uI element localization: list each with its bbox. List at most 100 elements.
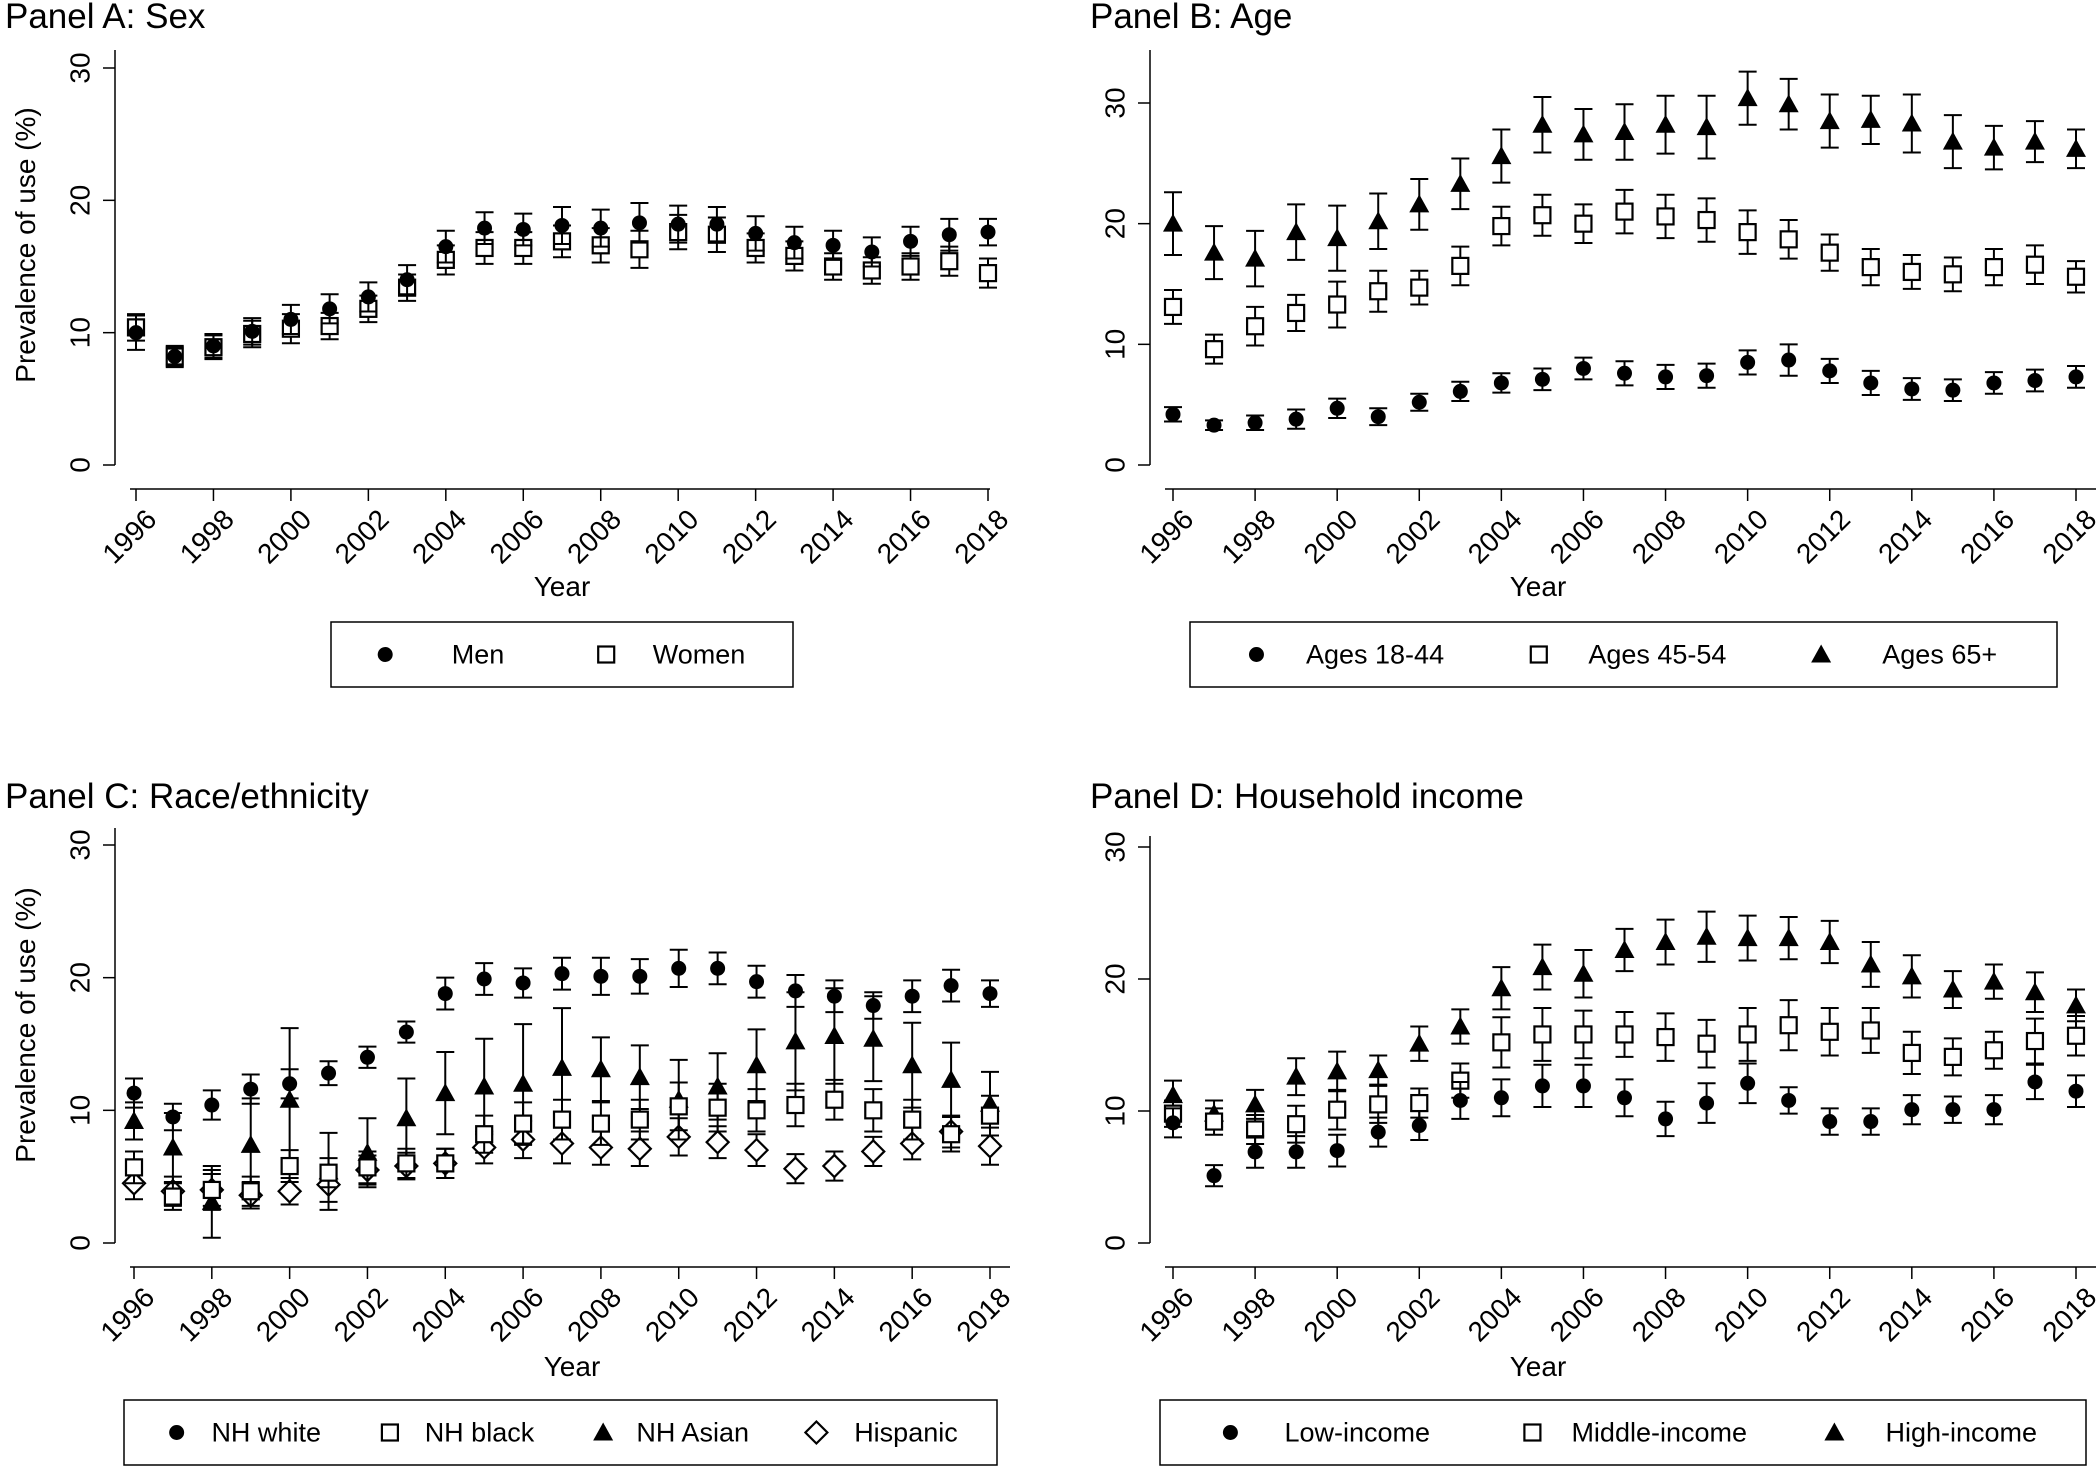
data-point bbox=[1370, 409, 1386, 425]
panel-title: Panel B: Age bbox=[1090, 0, 1292, 36]
data-point bbox=[1863, 375, 1879, 391]
data-point bbox=[1819, 111, 1840, 130]
data-point bbox=[980, 1106, 1000, 1125]
y-tick-label: 0 bbox=[65, 457, 96, 473]
data-point bbox=[1534, 371, 1550, 387]
data-point bbox=[1247, 415, 1263, 431]
data-point bbox=[124, 1110, 144, 1129]
data-point bbox=[1492, 216, 1511, 236]
data-point bbox=[1327, 1061, 1348, 1080]
data-point bbox=[165, 1109, 181, 1125]
data-point bbox=[1820, 243, 1839, 262]
data-point bbox=[240, 1134, 261, 1153]
data-point bbox=[396, 1108, 417, 1127]
data-point bbox=[782, 1156, 809, 1182]
data-point bbox=[1452, 383, 1468, 399]
data-point bbox=[283, 311, 299, 327]
series-low-income bbox=[1164, 1062, 2085, 1188]
series-ages-45-54 bbox=[1163, 188, 2086, 365]
data-point bbox=[1165, 406, 1181, 422]
data-point bbox=[1901, 966, 1922, 985]
x-tick-label: 2018 bbox=[2036, 503, 2100, 569]
data-point bbox=[1165, 1115, 1181, 1131]
data-point bbox=[2066, 1026, 2086, 1045]
data-point bbox=[280, 1156, 299, 1176]
data-point bbox=[319, 1163, 338, 1182]
x-tick-label: 2006 bbox=[484, 1281, 550, 1347]
data-point bbox=[1942, 979, 1963, 998]
data-point bbox=[1204, 1112, 1224, 1131]
data-point bbox=[1245, 317, 1265, 336]
data-point bbox=[748, 225, 764, 241]
data-point bbox=[746, 1055, 767, 1074]
y-tick-label: 30 bbox=[65, 829, 96, 860]
data-point bbox=[1493, 1090, 1509, 1106]
legend-marker bbox=[803, 1419, 829, 1446]
data-point bbox=[1983, 137, 2004, 156]
data-point bbox=[1287, 1115, 1306, 1134]
data-point bbox=[1945, 1102, 1961, 1118]
data-point bbox=[1287, 303, 1306, 323]
data-point bbox=[552, 1110, 572, 1129]
x-tick-label: 2014 bbox=[1872, 1281, 1938, 1347]
x-tick-label: 2008 bbox=[561, 503, 627, 569]
x-tick-label: 2014 bbox=[795, 1281, 861, 1347]
data-point bbox=[1204, 242, 1225, 261]
data-point bbox=[1614, 939, 1635, 958]
data-point bbox=[1204, 340, 1224, 359]
data-point bbox=[2025, 1031, 2045, 1051]
data-point bbox=[941, 1125, 961, 1144]
data-point bbox=[1409, 194, 1430, 213]
data-point bbox=[1779, 1016, 1798, 1035]
legend-marker bbox=[169, 1425, 185, 1440]
x-tick-label: 2012 bbox=[717, 1281, 783, 1347]
data-point bbox=[1779, 230, 1798, 249]
data-point bbox=[2025, 255, 2045, 274]
y-tick-label: 30 bbox=[1100, 831, 1131, 862]
data-point bbox=[1986, 375, 2002, 391]
y-tick-label: 20 bbox=[1100, 963, 1131, 994]
data-point bbox=[1409, 1033, 1430, 1052]
panel-title: Panel C: Race/ethnicity bbox=[5, 777, 369, 816]
x-tick-label: 2010 bbox=[1708, 503, 1774, 569]
x-tick-label: 2008 bbox=[1626, 1281, 1692, 1347]
data-point bbox=[1658, 369, 1674, 385]
data-point bbox=[710, 960, 726, 976]
data-point bbox=[823, 257, 843, 276]
data-point bbox=[1617, 365, 1632, 381]
data-point bbox=[1822, 363, 1838, 379]
data-point bbox=[1245, 248, 1266, 267]
data-point bbox=[322, 301, 338, 317]
data-point bbox=[864, 1101, 883, 1120]
x-tick-label: 2012 bbox=[1790, 503, 1856, 569]
data-point bbox=[860, 1138, 886, 1165]
y-tick-label: 10 bbox=[65, 1095, 96, 1126]
data-point bbox=[282, 1076, 298, 1092]
legend-label: Women bbox=[653, 640, 746, 670]
legend-label: Ages 45-54 bbox=[1588, 640, 1726, 670]
y-tick-label: 10 bbox=[65, 317, 96, 348]
x-tick-label: 1998 bbox=[1216, 503, 1282, 569]
data-point bbox=[821, 1153, 847, 1179]
x-tick-label: 2010 bbox=[1708, 1281, 1774, 1347]
legend-label: Men bbox=[452, 640, 505, 670]
x-tick-label: 1996 bbox=[1133, 503, 1199, 569]
data-point bbox=[126, 1085, 142, 1101]
x-tick-label: 2000 bbox=[251, 503, 317, 569]
data-point bbox=[1163, 1085, 1183, 1104]
series-men bbox=[127, 201, 997, 367]
data-point bbox=[903, 1110, 922, 1129]
legend-marker bbox=[1811, 644, 1832, 663]
legend-label: Hispanic bbox=[854, 1418, 958, 1448]
data-point bbox=[977, 1133, 1003, 1159]
data-point bbox=[360, 289, 376, 305]
data-point bbox=[1573, 963, 1594, 982]
data-point bbox=[1245, 1094, 1266, 1113]
y-tick-label: 30 bbox=[65, 52, 96, 83]
data-point bbox=[513, 1073, 534, 1092]
legend-box bbox=[1159, 1399, 2087, 1466]
data-point bbox=[1696, 926, 1717, 945]
data-point bbox=[1368, 1060, 1389, 1079]
data-point bbox=[787, 983, 803, 999]
data-point bbox=[1902, 262, 1921, 282]
